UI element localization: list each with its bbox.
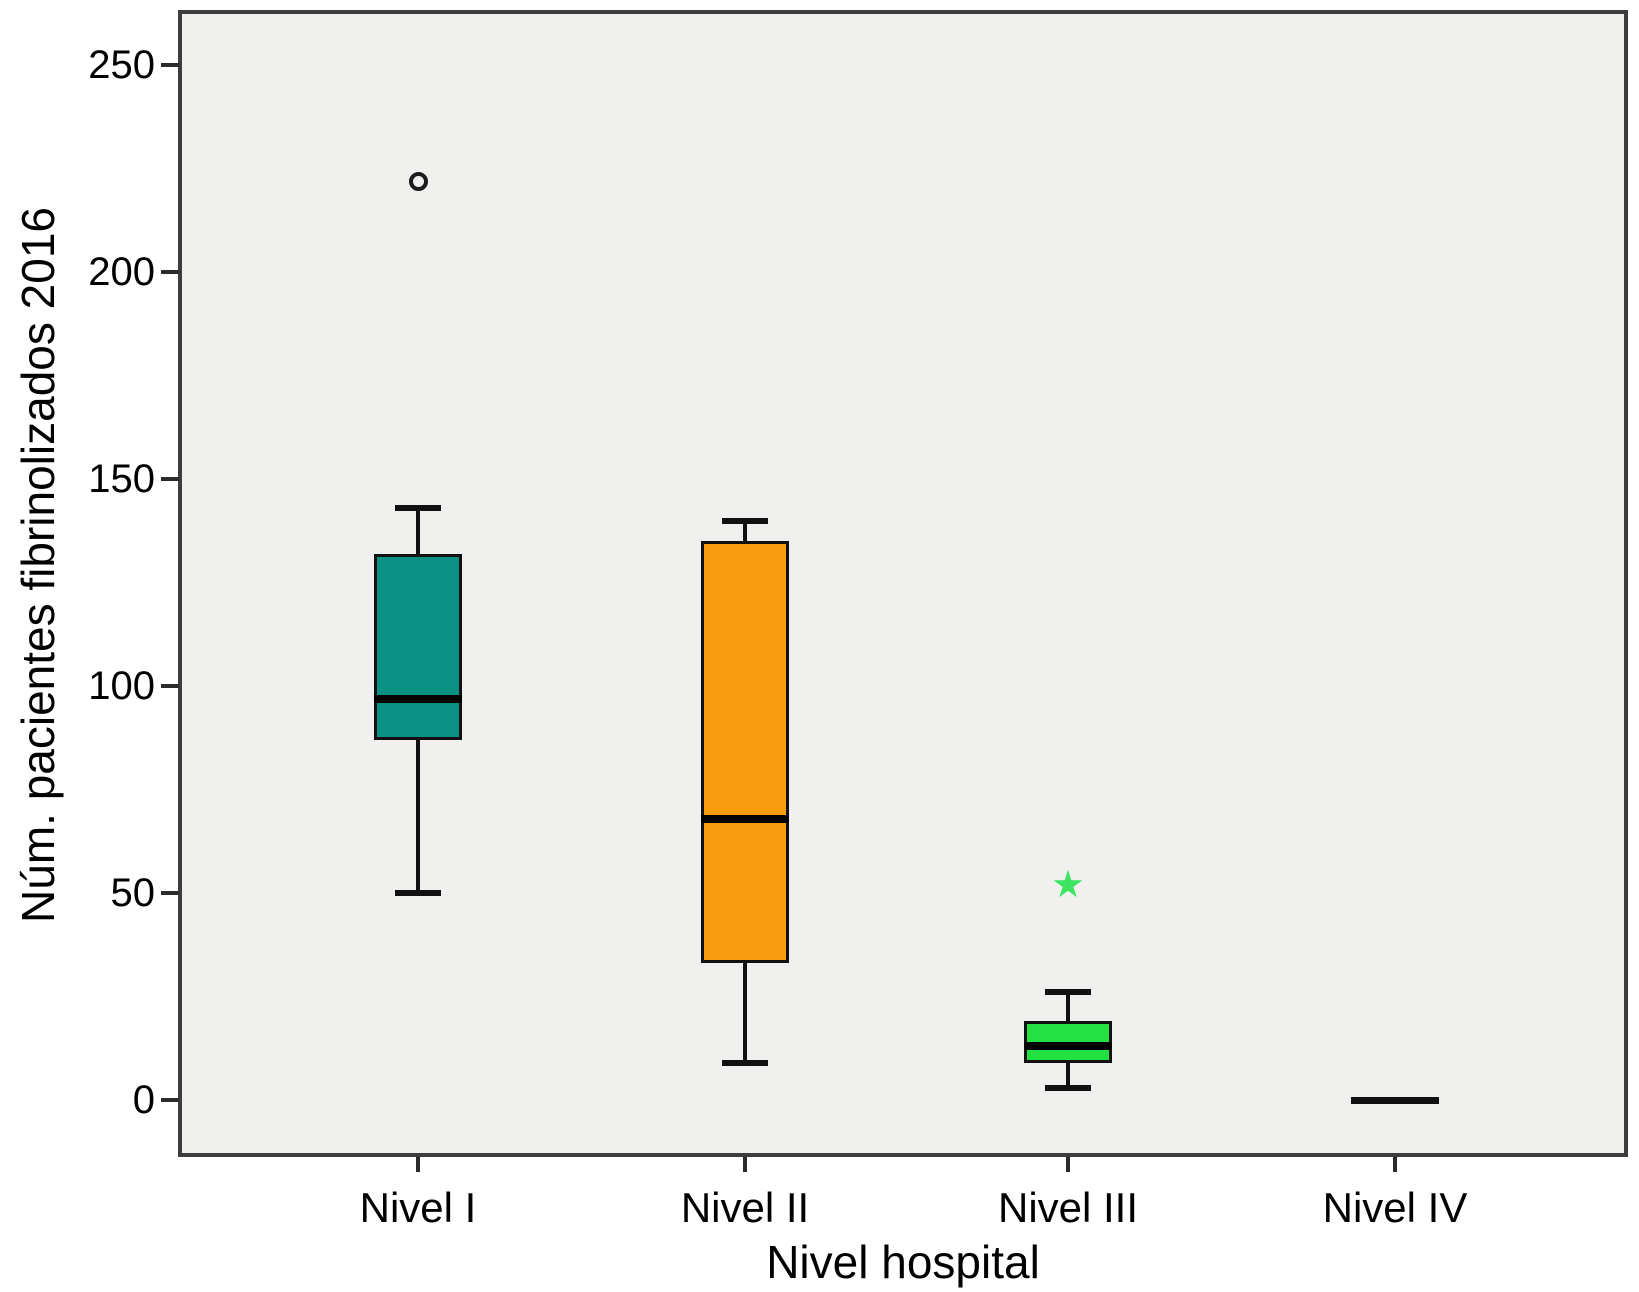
- y-tick-label-0: 0: [132, 1078, 155, 1122]
- median-line-nivel-ii: [701, 814, 789, 823]
- box-nivel-iii: [1024, 1021, 1112, 1063]
- x-tick-label-nivel-iv: Nivel IV: [1322, 1184, 1468, 1231]
- y-tick-mark: [161, 891, 179, 896]
- x-tick-mark-nivel-i: [416, 1157, 420, 1172]
- y-tick-mark: [161, 477, 179, 482]
- y-tick-label-100: 100: [88, 664, 155, 709]
- whisker-cap-bottom-nivel-ii: [722, 1059, 768, 1066]
- y-axis-title: Núm. pacientes fibrinolizados 2016: [12, 207, 64, 923]
- x-tick-mark-nivel-iv: [1393, 1157, 1397, 1172]
- outlier-circle-nivel-i: [409, 172, 428, 192]
- y-tick-mark: [161, 270, 179, 275]
- median-line-nivel-iv: [1351, 1097, 1439, 1104]
- y-tick-label-250: 250: [88, 43, 155, 88]
- whisker-cap-bottom-nivel-i: [395, 890, 441, 897]
- median-line-nivel-i: [374, 694, 462, 703]
- whisker-cap-bottom-nivel-iii: [1045, 1084, 1091, 1091]
- y-tick-label-200: 200: [88, 250, 155, 295]
- y-tick-mark: [161, 684, 179, 689]
- x-tick-label-nivel-ii: Nivel II: [680, 1184, 810, 1231]
- y-tick-mark: [161, 63, 179, 68]
- x-tick-label-nivel-i: Nivel I: [359, 1184, 477, 1231]
- x-tick-mark-nivel-iii: [1066, 1157, 1070, 1172]
- x-axis-title: Nivel hospital: [766, 1236, 1040, 1288]
- y-tick-label-50: 50: [110, 871, 156, 916]
- whisker-cap-top-nivel-iii: [1045, 989, 1091, 996]
- median-line-nivel-iii: [1024, 1042, 1112, 1051]
- whisker-cap-top-nivel-i: [395, 505, 441, 512]
- whisker-cap-top-nivel-ii: [722, 517, 768, 524]
- x-tick-mark-nivel-ii: [743, 1157, 747, 1172]
- x-tick-label-nivel-iii: Nivel III: [997, 1184, 1139, 1231]
- y-tick-label-150: 150: [88, 457, 155, 502]
- y-tick-mark: [161, 1098, 179, 1102]
- box-nivel-ii: [701, 541, 789, 964]
- box-nivel-i: [374, 553, 462, 740]
